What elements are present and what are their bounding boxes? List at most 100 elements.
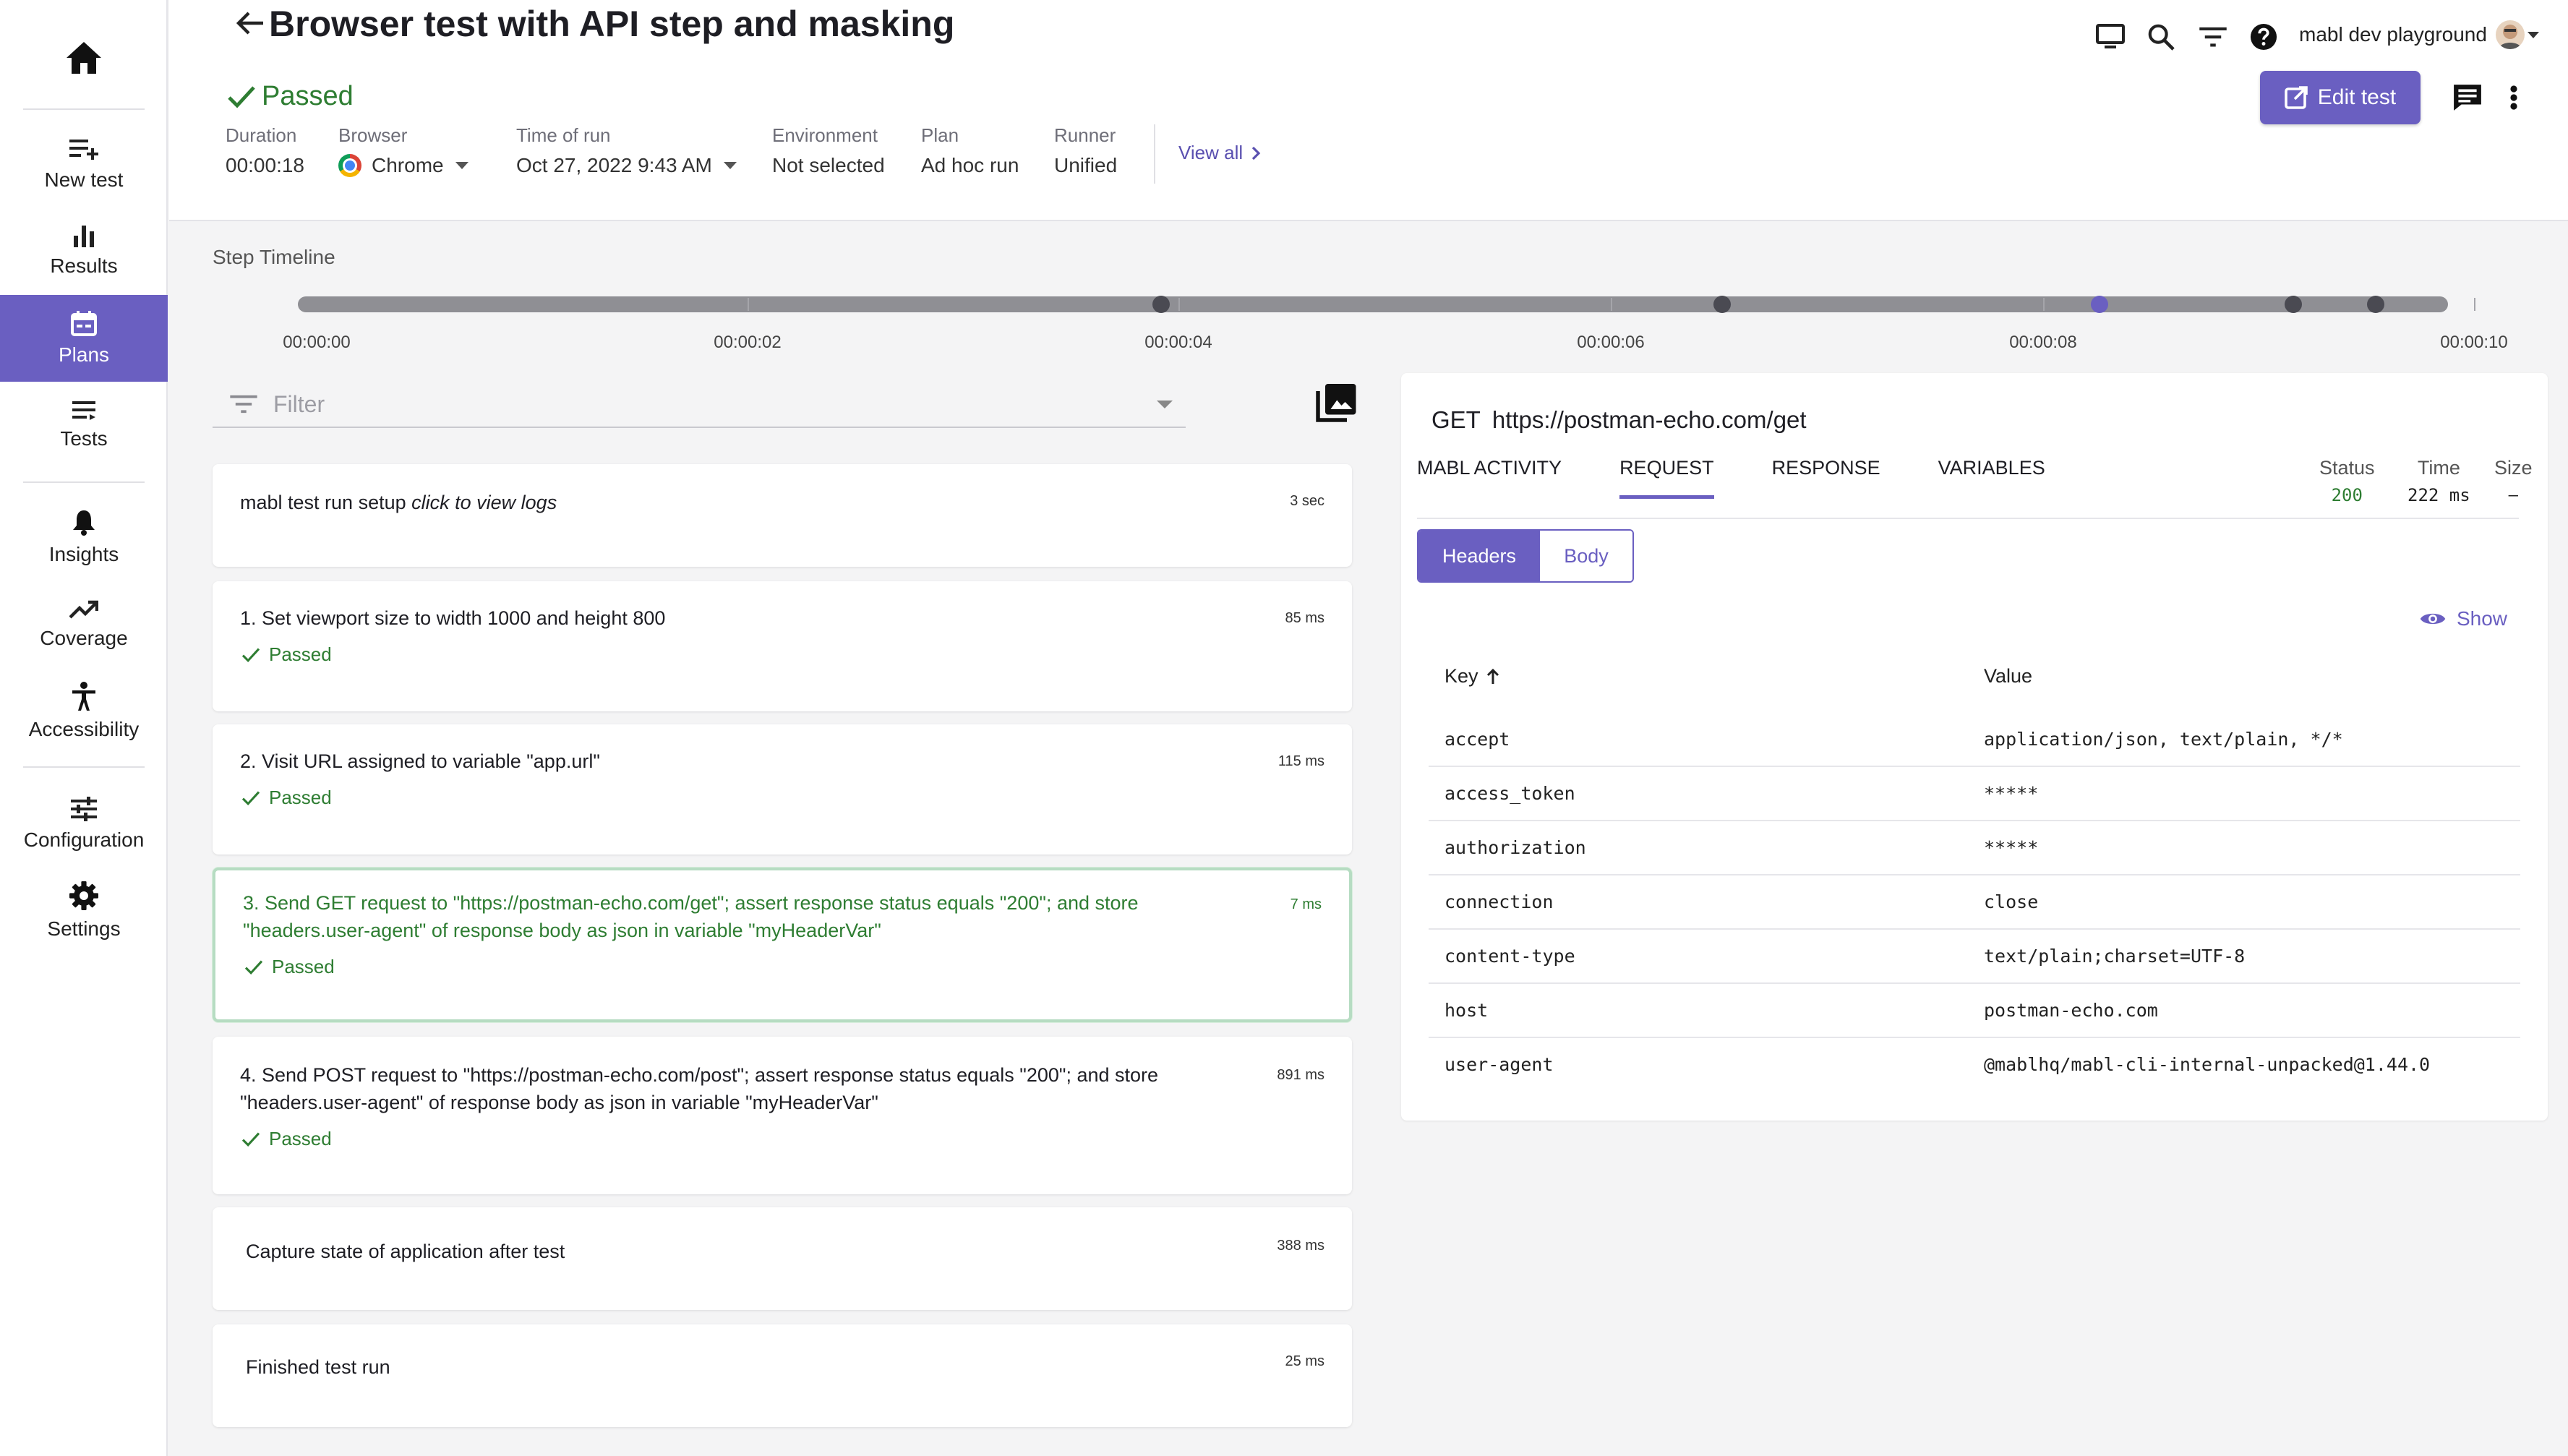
timeline-tick-label: 00:00:00 bbox=[283, 333, 351, 352]
step-filter-input[interactable]: Filter bbox=[213, 382, 1186, 428]
meta-label: Plan bbox=[921, 124, 959, 146]
edit-test-label: Edit test bbox=[2317, 85, 2397, 109]
device-button[interactable] bbox=[2092, 19, 2128, 55]
avatar[interactable] bbox=[2496, 20, 2525, 49]
header-value: close bbox=[1984, 891, 2039, 912]
check-icon bbox=[228, 85, 255, 108]
search-button[interactable] bbox=[2143, 19, 2179, 55]
filter-icon bbox=[230, 395, 257, 414]
step-card-2[interactable]: 2. Visit URL assigned to variable "app.u… bbox=[213, 724, 1352, 855]
sidebar-item-results[interactable]: Results bbox=[0, 208, 168, 295]
eye-icon bbox=[2420, 613, 2446, 625]
filter-button[interactable] bbox=[2195, 19, 2231, 55]
sidebar-item-tests[interactable]: Tests bbox=[0, 382, 168, 468]
step-card-finished[interactable]: Finished test run 25 ms bbox=[213, 1324, 1352, 1427]
sidebar-item-new-test[interactable]: New test bbox=[0, 121, 168, 208]
step-duration: 891 ms bbox=[1277, 1067, 1324, 1083]
accessibility-icon bbox=[72, 682, 95, 711]
response-size: Size – bbox=[2494, 457, 2533, 505]
edit-test-button[interactable]: Edit test bbox=[2260, 71, 2421, 124]
step-duration: 388 ms bbox=[1277, 1238, 1324, 1254]
view-logs-link[interactable]: click to view logs bbox=[411, 492, 557, 513]
view-all-link[interactable]: View all bbox=[1178, 142, 1263, 164]
sidebar-item-label: Coverage bbox=[40, 627, 128, 649]
comment-icon bbox=[2454, 85, 2481, 111]
meta-value: 00:00:18 bbox=[226, 154, 304, 176]
tabs-divider bbox=[1417, 518, 2519, 519]
sidebar-item-label: Insights bbox=[48, 543, 119, 565]
timeline-tick-label: 00:00:06 bbox=[1577, 333, 1645, 352]
meta-browser[interactable]: Browser Chrome bbox=[338, 124, 468, 177]
meta-label: Time of run bbox=[516, 124, 611, 146]
screenshot-gallery-icon[interactable] bbox=[1314, 380, 1358, 424]
step-status-label: Passed bbox=[269, 643, 332, 665]
sidebar-divider bbox=[23, 766, 145, 768]
help-button[interactable] bbox=[2246, 19, 2282, 55]
step-card-capture-state[interactable]: Capture state of application after test … bbox=[213, 1207, 1352, 1310]
step-title: 1. Set viewport size to width 1000 and h… bbox=[240, 607, 666, 629]
sidebar-item-plans[interactable]: Plans bbox=[0, 295, 168, 382]
header-value: @mablhq/mabl-cli-internal-unpacked@1.44.… bbox=[1984, 1054, 2431, 1075]
workspace-name[interactable]: mabl dev playground bbox=[2299, 23, 2487, 46]
tab-response[interactable]: RESPONSE bbox=[1771, 457, 1880, 479]
step-title: Finished test run bbox=[246, 1356, 390, 1378]
more-vertical-icon bbox=[2510, 85, 2517, 110]
step-card-3[interactable]: 3. Send GET request to "https://postman-… bbox=[213, 868, 1352, 1022]
step-card-1[interactable]: 1. Set viewport size to width 1000 and h… bbox=[213, 581, 1352, 711]
meta-time-of-run[interactable]: Time of run Oct 27, 2022 9:43 AM bbox=[516, 124, 737, 177]
timeline-tick-label: 00:00:10 bbox=[2440, 333, 2508, 352]
sidebar-item-label: Configuration bbox=[23, 828, 145, 851]
timeline-step-marker-active[interactable] bbox=[2091, 296, 2108, 313]
chevron-down-icon[interactable] bbox=[2528, 32, 2539, 38]
timeline-step-marker[interactable] bbox=[1713, 296, 1731, 313]
request-url: https://postman-echo.com/get bbox=[1491, 406, 1807, 433]
show-masked-values-button[interactable]: Show bbox=[2419, 607, 2507, 630]
header-key: connection bbox=[1444, 891, 1554, 912]
more-options-button[interactable] bbox=[2496, 80, 2532, 116]
step-duration: 85 ms bbox=[1285, 610, 1324, 626]
body-toggle-button[interactable]: Body bbox=[1540, 531, 1632, 581]
comments-button[interactable] bbox=[2449, 80, 2486, 116]
step-card-setup[interactable]: mabl test run setup click to view logs 3… bbox=[213, 464, 1352, 567]
chevron-down-icon bbox=[723, 162, 737, 169]
column-header-value: Value bbox=[1984, 665, 2033, 687]
meta-label: Runner bbox=[1054, 124, 1116, 146]
filter-icon bbox=[2199, 27, 2227, 47]
sidebar-item-accessibility[interactable]: Accessibility bbox=[0, 668, 168, 755]
timeline-tick bbox=[1178, 298, 1180, 311]
step-title: 3. Send GET request to "https://postman-… bbox=[243, 892, 1139, 941]
tab-variables[interactable]: VARIABLES bbox=[1938, 457, 2045, 479]
timeline-step-marker[interactable] bbox=[1152, 296, 1170, 313]
detail-tabs: MABL ACTIVITY REQUEST RESPONSE VARIABLES bbox=[1417, 457, 2103, 499]
stat-value: 200 bbox=[2331, 485, 2363, 505]
timeline-track[interactable] bbox=[298, 296, 2448, 312]
timeline-step-marker[interactable] bbox=[2285, 296, 2302, 313]
sidebar-divider bbox=[23, 481, 145, 483]
header-key: host bbox=[1444, 1000, 1489, 1021]
check-icon bbox=[241, 1132, 260, 1147]
sidebar-item-settings[interactable]: Settings bbox=[0, 868, 168, 954]
sidebar-item-coverage[interactable]: Coverage bbox=[0, 581, 168, 668]
headers-toggle-button[interactable]: Headers bbox=[1418, 531, 1540, 581]
response-time: Time 222 ms bbox=[2408, 457, 2470, 505]
timeline-step-marker[interactable] bbox=[2367, 296, 2384, 313]
back-arrow-icon[interactable] bbox=[234, 7, 266, 39]
sliders-icon bbox=[71, 797, 97, 821]
sidebar-item-insights[interactable]: Insights bbox=[0, 494, 168, 581]
home-button[interactable] bbox=[0, 29, 168, 87]
tab-mabl-activity[interactable]: MABL ACTIVITY bbox=[1417, 457, 1562, 479]
filter-placeholder: Filter bbox=[273, 390, 325, 417]
timeline-tick-label: 00:00:04 bbox=[1144, 333, 1212, 352]
table-row: connection close bbox=[1429, 875, 2520, 930]
step-status-label: Passed bbox=[269, 1128, 332, 1149]
step-status-label: Passed bbox=[269, 787, 332, 808]
step-card-4[interactable]: 4. Send POST request to "https://postman… bbox=[213, 1037, 1352, 1194]
table-row: content-type text/plain;charset=UTF-8 bbox=[1429, 930, 2520, 984]
sidebar-item-configuration[interactable]: Configuration bbox=[0, 781, 168, 868]
chevron-down-icon[interactable] bbox=[1157, 401, 1173, 408]
stat-value: – bbox=[2508, 485, 2518, 505]
column-header-key[interactable]: Key bbox=[1444, 665, 1500, 688]
meta-value: Ad hoc run bbox=[921, 154, 1019, 176]
tab-request[interactable]: REQUEST bbox=[1619, 457, 1714, 499]
monitor-icon bbox=[2096, 24, 2125, 48]
